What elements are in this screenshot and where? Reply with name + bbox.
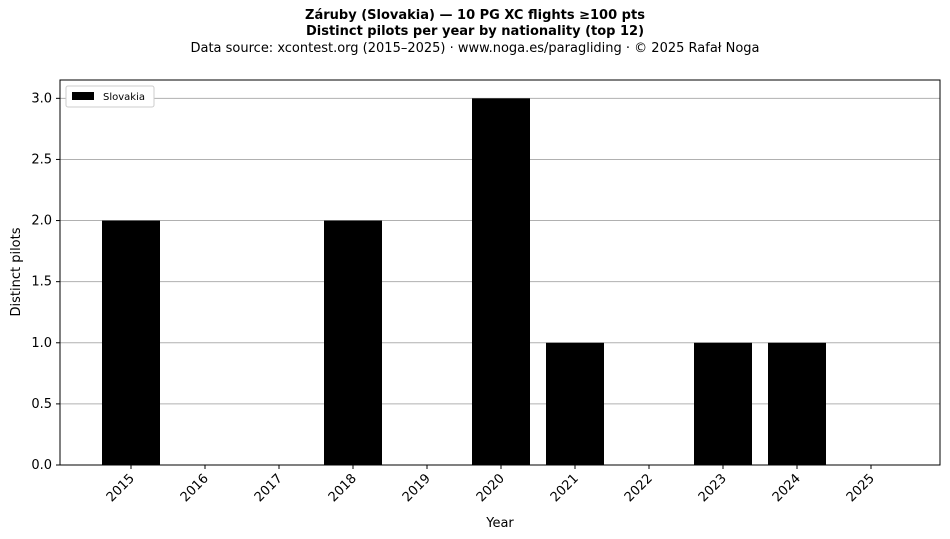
x-tick-label: 2015	[104, 471, 138, 505]
chart-subtitle: Data source: xcontest.org (2015–2025) · …	[190, 41, 760, 56]
bar-2018	[324, 220, 382, 465]
chart-title-line2: Distinct pilots per year by nationality …	[305, 24, 645, 39]
x-tick-label: 2020	[474, 471, 508, 505]
bar-2020	[472, 98, 530, 465]
x-tick-label: 2022	[622, 471, 656, 505]
y-axis-label: Distinct pilots	[9, 227, 24, 316]
bar-2015	[102, 220, 160, 465]
y-tick-label: 2.5	[31, 152, 52, 167]
y-tick-label: 2.0	[31, 214, 52, 229]
x-tick-label: 2019	[400, 471, 434, 505]
x-tick-label: 2024	[770, 471, 804, 505]
legend-label: Slovakia	[103, 92, 145, 103]
plot-frame	[59, 79, 941, 466]
chart-title-block: Záruby (Slovakia) — 10 PG XC flights ≥10…	[0, 8, 950, 58]
chart-title: Záruby (Slovakia) — 10 PG XC flights ≥10…	[305, 8, 645, 23]
bar-2023	[694, 342, 752, 465]
y-tick-label: 0.5	[31, 397, 52, 412]
x-tick-label: 2018	[326, 471, 360, 505]
x-tick-label: 2023	[696, 471, 730, 505]
y-axis: 0.0 0.5 1.0 1.5 2.0 2.5 3.0	[31, 91, 60, 473]
y-tick-label: 1.5	[31, 275, 52, 290]
legend: Slovakia	[65, 85, 155, 108]
legend-box	[65, 85, 155, 108]
x-tick-label: 2016	[178, 471, 212, 505]
x-axis-label: Year	[485, 516, 514, 531]
y-tick-label: 1.0	[31, 336, 52, 351]
legend-swatch	[72, 92, 94, 100]
bars	[102, 98, 826, 465]
y-tick-label: 3.0	[31, 91, 52, 106]
bar-2024	[768, 342, 826, 465]
x-tick-label: 2017	[252, 471, 286, 505]
bar-2021	[546, 342, 604, 465]
x-tick-label: 2025	[844, 471, 878, 505]
x-axis: 2015 2016 2017 2018 2019 2020 2021 2022 2023 2024…	[104, 465, 878, 505]
x-tick-label: 2021	[548, 471, 582, 505]
y-tick-label: 0.0	[31, 458, 52, 473]
